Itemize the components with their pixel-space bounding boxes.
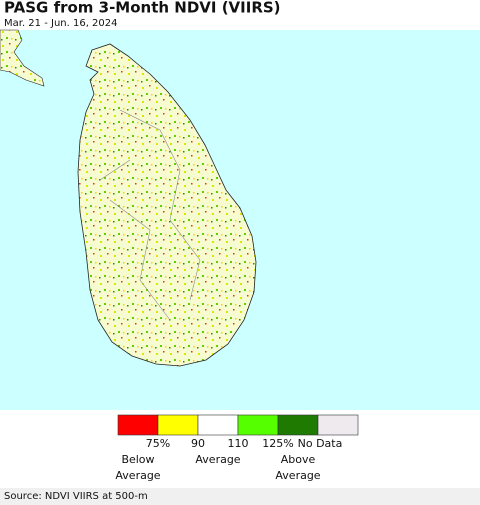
legend-caption: Average bbox=[115, 469, 160, 482]
legend-swatch bbox=[117, 414, 159, 436]
map-title: PASG from 3-Month NDVI (VIIRS) bbox=[4, 0, 281, 17]
legend-caption: Average bbox=[275, 469, 320, 482]
legend-label: 75% bbox=[146, 437, 170, 450]
legend-caption: Above bbox=[281, 453, 316, 466]
legend-label: 90 bbox=[191, 437, 205, 450]
legend: 75% 90 110 125% No Data Below Average Average Ab… bbox=[115, 414, 359, 482]
legend-caption: Average bbox=[195, 453, 240, 466]
map-subtitle: Mar. 21 - Jun. 16, 2024 bbox=[4, 18, 118, 29]
legend-swatch bbox=[157, 414, 199, 436]
legend-swatch bbox=[237, 414, 279, 436]
legend-swatch bbox=[317, 414, 359, 436]
legend-caption: Below bbox=[121, 453, 154, 466]
legend-swatch bbox=[277, 414, 319, 436]
legend-label: 125% bbox=[262, 437, 293, 450]
legend-swatch bbox=[197, 414, 239, 436]
legend-label: No Data bbox=[298, 437, 343, 450]
india-coast bbox=[0, 29, 45, 87]
footer-bar bbox=[0, 488, 480, 505]
district-borders bbox=[99, 109, 201, 321]
legend-label: 110 bbox=[228, 437, 249, 450]
sri-lanka bbox=[77, 43, 257, 367]
source: Source: NDVI VIIRS at 500-m bbox=[4, 491, 148, 502]
